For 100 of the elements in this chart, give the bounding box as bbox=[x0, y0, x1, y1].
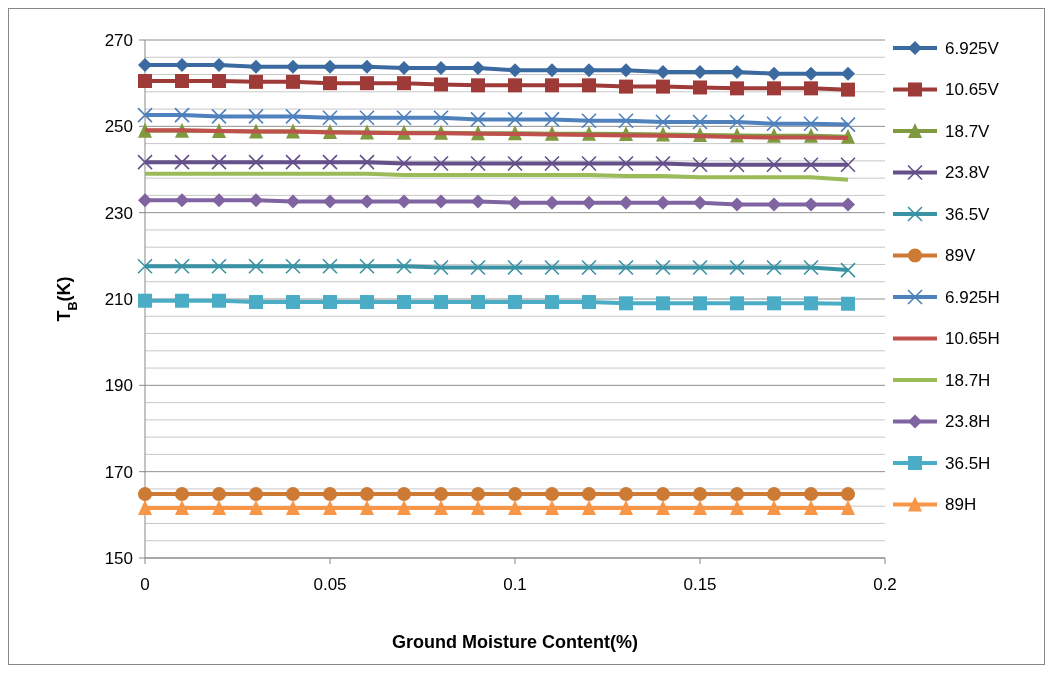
point bbox=[175, 193, 189, 208]
point bbox=[767, 197, 781, 212]
point bbox=[619, 296, 633, 311]
y-tick-label: 230 bbox=[104, 203, 133, 223]
point bbox=[804, 81, 818, 96]
point bbox=[175, 58, 189, 73]
point bbox=[397, 499, 411, 515]
point bbox=[471, 499, 485, 515]
point bbox=[692, 114, 708, 130]
point bbox=[544, 259, 560, 276]
point bbox=[804, 487, 818, 502]
point bbox=[174, 107, 190, 123]
point bbox=[545, 195, 559, 210]
point bbox=[803, 115, 819, 132]
point bbox=[840, 116, 856, 133]
line-series bbox=[143, 171, 850, 182]
point bbox=[545, 295, 559, 310]
x-tick-label: 0.2 bbox=[873, 575, 897, 594]
point bbox=[656, 79, 670, 94]
legend-label: 36.5H bbox=[945, 453, 991, 473]
point bbox=[322, 258, 338, 274]
point bbox=[175, 293, 189, 308]
point bbox=[322, 154, 338, 170]
point bbox=[212, 499, 226, 515]
point bbox=[729, 114, 745, 130]
point bbox=[433, 109, 449, 126]
point bbox=[434, 194, 448, 209]
point bbox=[582, 78, 596, 93]
point bbox=[137, 107, 153, 123]
x-axis-title: Ground Moisture Content(%) bbox=[392, 632, 638, 652]
point bbox=[840, 262, 856, 278]
point bbox=[656, 296, 670, 311]
y-tick-label: 170 bbox=[104, 462, 133, 482]
point bbox=[434, 487, 448, 502]
legend-label: 6.925V bbox=[945, 38, 1000, 58]
point bbox=[359, 109, 375, 126]
point bbox=[470, 259, 486, 276]
point bbox=[175, 74, 189, 89]
point bbox=[804, 197, 818, 212]
point bbox=[581, 112, 597, 129]
point bbox=[249, 499, 263, 515]
point bbox=[249, 59, 263, 74]
point bbox=[840, 156, 856, 173]
point bbox=[693, 499, 707, 515]
point bbox=[212, 193, 226, 208]
legend-label: 18.7H bbox=[945, 370, 991, 390]
x-tick-label: 0.05 bbox=[313, 575, 347, 594]
point bbox=[360, 295, 374, 310]
point bbox=[619, 499, 633, 515]
point bbox=[693, 80, 707, 95]
point bbox=[249, 487, 263, 502]
point bbox=[618, 259, 634, 276]
point bbox=[359, 154, 375, 170]
legend-label: 89H bbox=[945, 495, 977, 515]
point bbox=[581, 259, 597, 276]
point bbox=[841, 499, 855, 515]
point bbox=[138, 293, 152, 308]
point bbox=[618, 112, 634, 129]
point bbox=[655, 114, 671, 130]
point bbox=[175, 487, 189, 502]
point bbox=[729, 259, 745, 276]
point bbox=[323, 487, 337, 502]
point bbox=[286, 499, 300, 515]
point bbox=[211, 154, 227, 170]
point bbox=[730, 499, 744, 515]
point bbox=[655, 259, 671, 276]
point bbox=[433, 155, 449, 172]
point bbox=[507, 111, 523, 128]
point bbox=[323, 295, 337, 310]
point bbox=[692, 259, 708, 276]
point bbox=[508, 499, 522, 515]
point bbox=[582, 63, 596, 78]
point bbox=[433, 259, 449, 276]
point bbox=[619, 79, 633, 94]
point bbox=[434, 499, 448, 515]
y-tick-label: 190 bbox=[104, 376, 133, 396]
legend-label: 36.5V bbox=[945, 204, 991, 224]
point bbox=[249, 74, 263, 89]
point bbox=[841, 487, 855, 502]
point bbox=[323, 194, 337, 209]
point bbox=[804, 296, 818, 311]
point bbox=[471, 78, 485, 93]
legend-label: 23.8H bbox=[945, 412, 991, 432]
y-tick-label: 270 bbox=[104, 30, 133, 50]
point bbox=[656, 195, 670, 210]
legend-label: 18.7V bbox=[945, 121, 991, 141]
point bbox=[507, 155, 523, 172]
x-tick-label: 0 bbox=[140, 575, 150, 594]
point bbox=[322, 109, 338, 126]
point bbox=[619, 63, 633, 78]
point bbox=[655, 155, 671, 172]
point bbox=[656, 499, 670, 515]
point bbox=[544, 155, 560, 172]
point bbox=[471, 61, 485, 76]
point bbox=[138, 74, 152, 89]
point bbox=[396, 155, 412, 172]
point bbox=[360, 76, 374, 91]
y-tick-label: 210 bbox=[104, 289, 133, 309]
point bbox=[286, 487, 300, 502]
point bbox=[730, 487, 744, 502]
